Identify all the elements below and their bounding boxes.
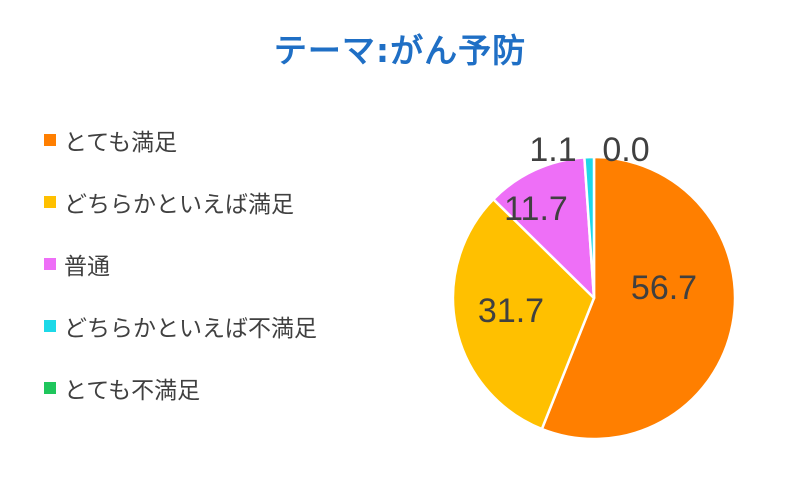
data-label-somewhat-dissatisfied: 1.1 — [529, 131, 576, 169]
pie-slice-very-satisfied — [540, 155, 737, 441]
legend-swatch-very-dissatisfied — [44, 382, 56, 394]
legend-item-somewhat-dissatisfied: どちらかといえば不満足 — [44, 306, 317, 346]
legend-item-neutral: 普通 — [44, 244, 110, 284]
legend-swatch-neutral — [44, 258, 56, 270]
legend-label-somewhat-dissatisfied: どちらかといえば不満足 — [64, 316, 317, 342]
data-label-somewhat-satisfied: 31.7 — [478, 292, 544, 330]
legend-swatch-somewhat-satisfied — [44, 196, 56, 208]
legend-item-very-dissatisfied: とても不満足 — [44, 368, 200, 408]
legend-item-very-satisfied: とても満足 — [44, 120, 177, 160]
legend-item-somewhat-satisfied: どちらかといえば満足 — [44, 182, 294, 222]
data-label-neutral: 11.7 — [504, 190, 568, 228]
legend-label-neutral: 普通 — [64, 254, 110, 280]
data-label-very-dissatisfied: 0.0 — [602, 131, 649, 169]
data-label-very-satisfied: 56.7 — [631, 269, 697, 307]
chart-title: テーマ:がん予防 — [273, 31, 527, 70]
pie-slice-neutral — [492, 156, 596, 300]
legend-swatch-very-satisfied — [44, 134, 56, 146]
pie-slice-somewhat-satisfied — [451, 197, 596, 431]
legend-label-somewhat-satisfied: どちらかといえば満足 — [64, 192, 294, 218]
legend-swatch-somewhat-dissatisfied — [44, 320, 56, 332]
pie-slice-somewhat-dissatisfied — [583, 155, 596, 300]
legend-label-very-satisfied: とても満足 — [64, 130, 178, 156]
legend-label-very-dissatisfied: とても不満足 — [64, 378, 201, 404]
